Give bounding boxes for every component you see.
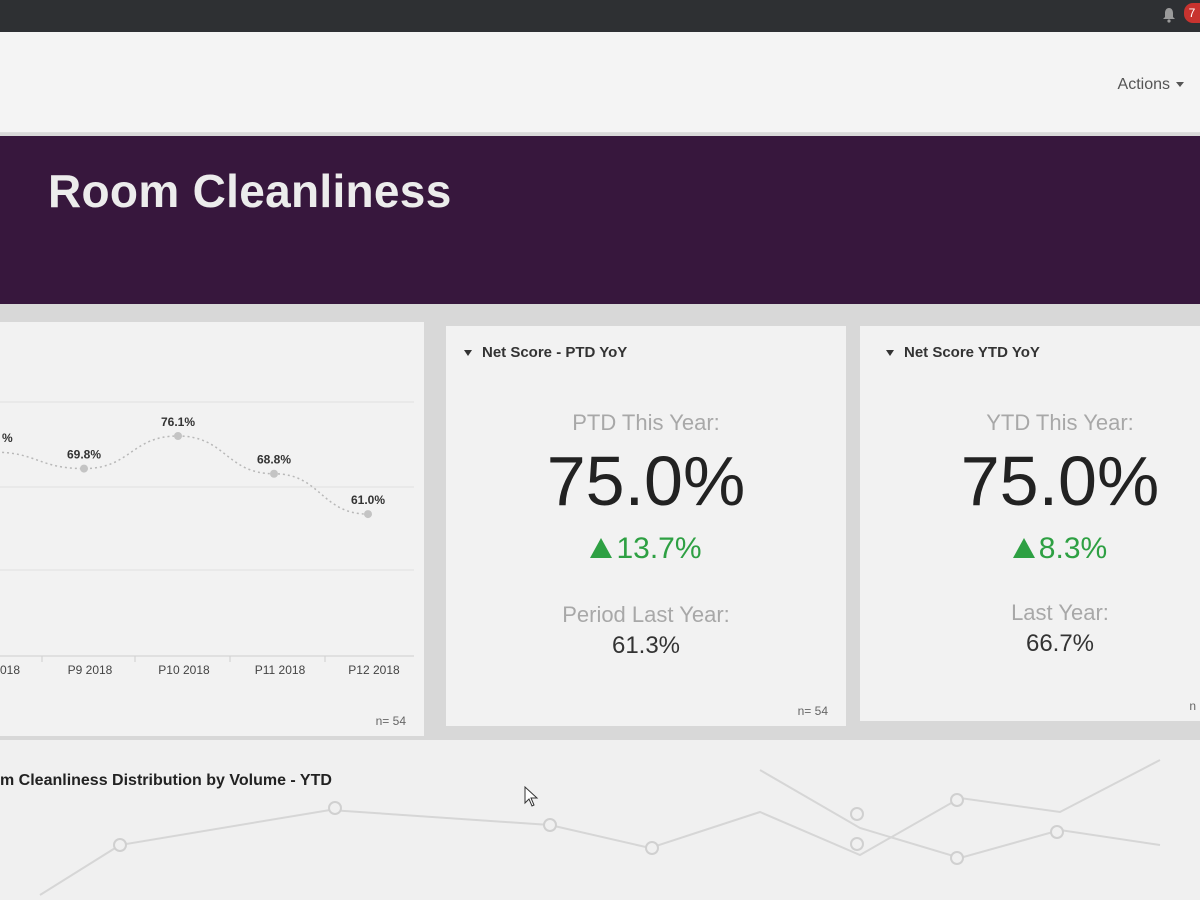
top-navigation-bar: 7 bbox=[0, 0, 1200, 32]
chevron-down-icon bbox=[1176, 82, 1184, 88]
ytd-panel-title: Net Score YTD YoY bbox=[886, 344, 1040, 361]
page-title: Room Cleanliness bbox=[48, 165, 452, 217]
up-arrow-icon bbox=[1012, 538, 1035, 558]
ytd-title-text: Net Score YTD YoY bbox=[904, 344, 1040, 361]
ytd-yoy-panel: Net Score YTD YoY YTD This Year: 75.0% 8… bbox=[860, 326, 1200, 721]
ytd-this-year-label: YTD This Year: bbox=[986, 410, 1134, 435]
sample-size-note: n bbox=[1189, 699, 1196, 713]
ytd-delta-value: 8.3% bbox=[1038, 532, 1108, 565]
distribution-point bbox=[645, 841, 659, 855]
x-tick-label: P11 2018 bbox=[255, 663, 306, 677]
ptd-yoy-panel: Net Score - PTD YoY PTD This Year: 75.0%… bbox=[446, 326, 846, 726]
filter-icon[interactable] bbox=[886, 350, 894, 357]
distribution-point bbox=[113, 838, 127, 852]
notification-badge[interactable]: 7 bbox=[1184, 3, 1200, 23]
trend-chart-panel: % 69.8% 76.1% 68.8% 61.0% 018 P9 2018 P10 2018… bbox=[0, 322, 424, 736]
distribution-point bbox=[950, 851, 964, 865]
distribution-series-line bbox=[39, 759, 1161, 896]
distribution-background-chart bbox=[39, 759, 1161, 896]
distribution-panel: m Cleanliness Distribution by Volume - Y… bbox=[0, 740, 1200, 900]
ytd-last-year-value: 66.7% bbox=[1025, 630, 1095, 657]
actions-dropdown[interactable]: Actions bbox=[1118, 76, 1184, 94]
distribution-point bbox=[850, 837, 864, 851]
sample-size-note: n= 54 bbox=[375, 714, 406, 728]
trend-data-label: 68.8% bbox=[257, 453, 291, 467]
trend-line-chart: % 69.8% 76.1% 68.8% 61.0% 018 P9 2018 P10 2018… bbox=[0, 401, 414, 677]
ptd-delta-value: 13.7% bbox=[616, 532, 702, 565]
mouse-cursor-icon bbox=[524, 786, 539, 807]
distribution-point bbox=[850, 807, 864, 821]
ptd-last-year-label: Period Last Year: bbox=[562, 602, 730, 627]
filter-icon[interactable] bbox=[464, 350, 472, 357]
ptd-this-year-label: PTD This Year: bbox=[572, 410, 720, 435]
trend-data-label: 69.8% bbox=[67, 448, 101, 462]
ytd-this-year-value: 75.0% bbox=[960, 442, 1160, 520]
distribution-point bbox=[328, 801, 342, 815]
trend-point[interactable] bbox=[80, 464, 88, 473]
ptd-last-year-value: 61.3% bbox=[611, 632, 681, 659]
trend-point[interactable] bbox=[270, 469, 278, 478]
ytd-last-year-label: Last Year: bbox=[1011, 600, 1109, 625]
up-arrow-icon bbox=[590, 538, 613, 558]
x-tick-label: P9 2018 bbox=[68, 663, 113, 677]
trend-series-line bbox=[0, 435, 369, 515]
title-banner: Room Cleanliness bbox=[0, 136, 1200, 304]
ptd-this-year-value: 75.0% bbox=[546, 442, 746, 520]
trend-data-label: 61.0% bbox=[351, 493, 385, 507]
distribution-point bbox=[543, 818, 557, 832]
page-header: Actions bbox=[0, 32, 1200, 133]
bell-icon[interactable] bbox=[1162, 7, 1176, 23]
ptd-panel-title: Net Score - PTD YoY bbox=[464, 344, 627, 361]
trend-data-label: % bbox=[2, 431, 13, 445]
ytd-delta: 8.3% bbox=[890, 532, 1200, 566]
x-tick-label: 018 bbox=[0, 663, 20, 677]
trend-point[interactable] bbox=[174, 432, 182, 440]
distribution-point bbox=[950, 793, 964, 807]
sample-size-note: n= 54 bbox=[797, 704, 828, 718]
distribution-title: m Cleanliness Distribution by Volume - Y… bbox=[0, 772, 332, 789]
x-tick-label: P12 2018 bbox=[348, 663, 400, 677]
actions-label: Actions bbox=[1117, 76, 1170, 93]
distribution-series-line bbox=[759, 769, 1161, 860]
ptd-title-text: Net Score - PTD YoY bbox=[482, 344, 628, 361]
trend-data-label: 76.1% bbox=[161, 415, 195, 429]
x-tick-label: P10 2018 bbox=[158, 663, 210, 677]
distribution-point bbox=[1050, 825, 1064, 839]
ptd-delta: 13.7% bbox=[446, 532, 846, 566]
trend-point[interactable] bbox=[364, 510, 372, 519]
